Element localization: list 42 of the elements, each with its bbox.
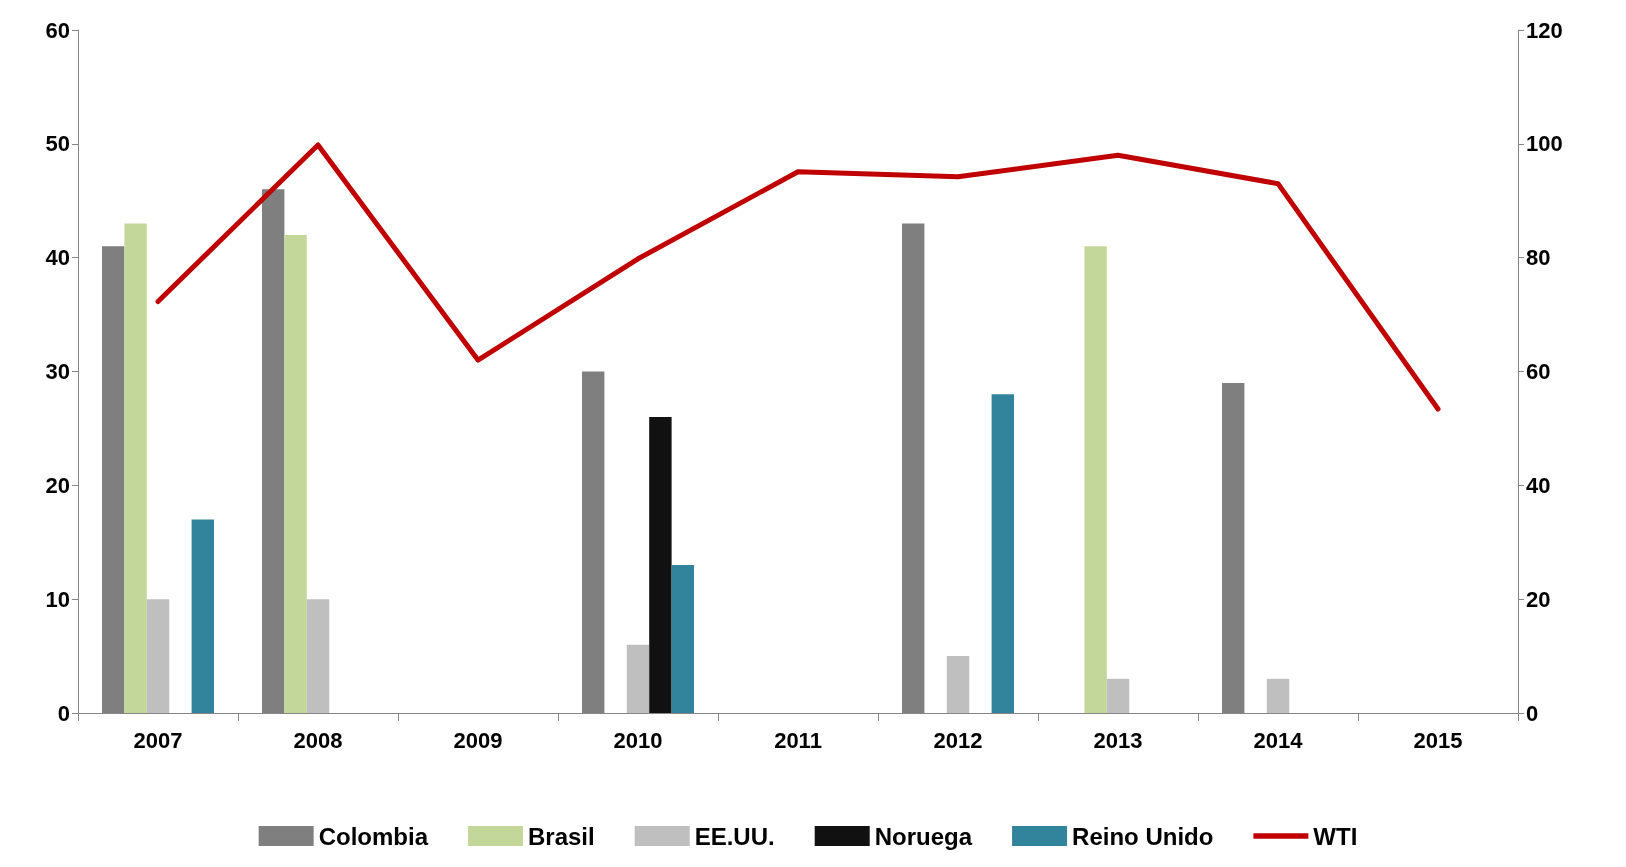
y-tick-label: 40 xyxy=(45,245,70,271)
y-tick-label: 30 xyxy=(45,359,70,384)
x-tick-label: 2010 xyxy=(613,727,663,753)
bar xyxy=(191,519,214,713)
y-tick-label: 10 xyxy=(45,586,70,612)
bar xyxy=(306,599,330,713)
bar xyxy=(671,565,694,713)
bar xyxy=(1106,678,1130,713)
x-tick-label: 2012 xyxy=(933,727,983,753)
x-tick-label: 2009 xyxy=(453,727,503,753)
bar xyxy=(1084,246,1107,713)
legend-label: Reino Unido xyxy=(1072,822,1214,850)
x-tick-label: 2014 xyxy=(1253,727,1304,753)
x-tick-label: 2013 xyxy=(1093,727,1143,753)
legend-label: Colombia xyxy=(318,822,429,850)
y2-tick-label: 120 xyxy=(1526,17,1563,43)
legend-label: Noruega xyxy=(874,822,973,850)
legend-label: Brasil xyxy=(527,822,595,850)
bar xyxy=(1266,678,1290,713)
x-tick-label: 2008 xyxy=(293,727,343,753)
bar xyxy=(124,223,147,713)
bar xyxy=(284,234,307,713)
legend-label: EE.UU. xyxy=(694,822,775,850)
x-tick-label: 2015 xyxy=(1413,727,1463,753)
bar xyxy=(626,644,650,713)
y-tick-label: 20 xyxy=(45,472,70,498)
y2-tick-label: 60 xyxy=(1526,359,1551,384)
legend-label: WTI xyxy=(1313,822,1358,850)
y2-tick-label: 0 xyxy=(1526,700,1539,726)
bar xyxy=(649,417,672,713)
y-tick-label: 60 xyxy=(45,17,70,43)
bar xyxy=(946,656,970,713)
y-tick-label: 50 xyxy=(45,131,70,157)
y2-tick-label: 20 xyxy=(1526,586,1551,612)
y2-tick-label: 40 xyxy=(1526,472,1551,498)
x-tick-label: 2011 xyxy=(774,727,822,753)
y2-tick-label: 80 xyxy=(1526,245,1551,271)
x-tick-label: 2007 xyxy=(133,727,183,753)
bar xyxy=(146,599,170,713)
bar xyxy=(991,394,1014,713)
y2-tick-label: 100 xyxy=(1526,131,1563,157)
y-tick-label: 0 xyxy=(57,700,70,726)
